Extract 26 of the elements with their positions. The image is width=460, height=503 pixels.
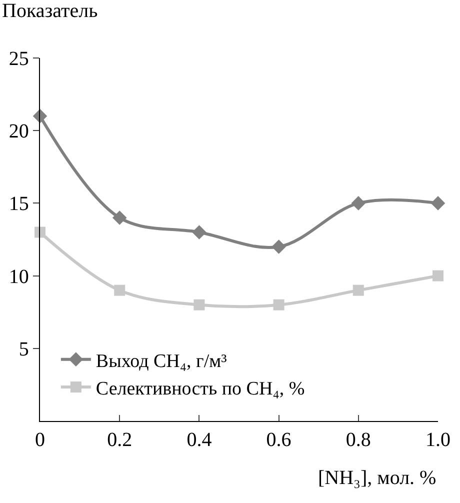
point [112,210,127,225]
legend-label: Селективность по CH₄, % [96,378,305,400]
point [192,225,206,240]
legend-label: Выход CH₄, г/м³ [96,350,228,372]
x-tick-label: 0.8 [346,429,371,452]
y-tick-label: 25 [8,48,29,70]
point [273,299,284,310]
y-tick-label: 10 [8,266,29,288]
y-tick-label: 20 [8,120,29,143]
point [34,226,46,238]
x-axis-title: [NH₃], мол. % [318,467,436,489]
y-axis-title: Показатель [2,0,98,22]
y-tick-label: 15 [8,193,29,216]
point [432,270,444,282]
point [194,299,205,310]
point [351,196,366,210]
x-tick-label: 1.0 [426,429,450,452]
point [352,284,364,296]
point [114,284,126,296]
x-tick-label: 0.2 [107,429,132,452]
x-tick-label: 0.6 [266,429,292,452]
point [272,240,286,254]
x-tick-label: 0.4 [186,429,212,452]
point [430,196,446,210]
y-tick-label: 5 [18,338,29,360]
x-tick-label: 0 [35,429,45,452]
